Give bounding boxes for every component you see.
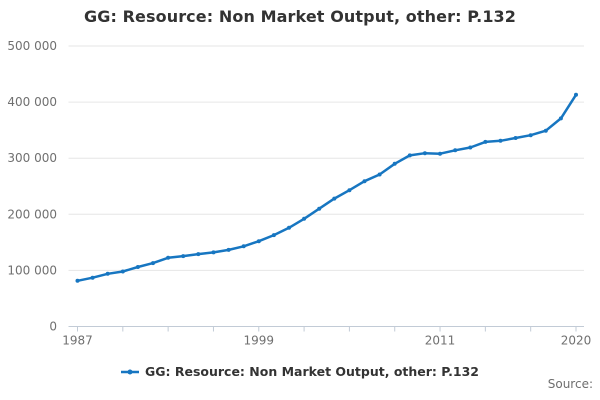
x-tick-label: 2020 [561, 334, 592, 348]
data-point [151, 261, 155, 266]
data-point [468, 145, 473, 150]
data-point [422, 151, 427, 156]
x-tick-label: 2011 [425, 334, 456, 348]
data-point [181, 254, 186, 259]
legend: GG: Resource: Non Market Output, other: … [0, 364, 600, 379]
data-point [256, 239, 261, 244]
y-axis-tick-labels: 0 100 000 200 000 300 000 400 000 500 000 [7, 39, 57, 334]
data-point [317, 206, 322, 211]
data-point [574, 92, 578, 97]
data-point [362, 179, 367, 184]
legend-label: GG: Resource: Non Market Output, other: … [144, 364, 479, 379]
y-tick-label: 100 000 [7, 263, 57, 277]
data-series-line [75, 92, 578, 283]
legend-line-marker-icon [120, 369, 139, 374]
y-tick-label: 500 000 [7, 39, 57, 53]
y-tick-label: 300 000 [7, 151, 57, 165]
data-point [483, 139, 488, 144]
x-tick-label: 1999 [243, 334, 274, 348]
chart-title: GG: Resource: Non Market Output, other: … [83, 7, 517, 26]
data-point [543, 128, 548, 133]
data-point [392, 161, 397, 166]
data-point [120, 269, 125, 274]
data-point [75, 278, 80, 283]
source-label: Source: [547, 377, 593, 391]
data-point [438, 151, 442, 156]
data-point [513, 136, 518, 140]
data-point [105, 271, 110, 276]
data-point [271, 233, 276, 238]
data-point [332, 196, 337, 201]
data-point [287, 225, 291, 230]
data-point [407, 153, 412, 158]
data-point [528, 133, 533, 138]
x-axis [68, 326, 584, 332]
x-axis-tick-labels: 1987 1999 2011 2020 [62, 334, 591, 348]
data-point [135, 265, 140, 269]
data-point [302, 216, 307, 221]
data-point [90, 275, 95, 280]
y-tick-label: 400 000 [7, 95, 57, 109]
data-point [347, 188, 352, 193]
y-gridlines [68, 45, 584, 271]
data-point [241, 244, 246, 249]
x-tick-label: 1987 [62, 334, 93, 348]
data-point [377, 172, 382, 177]
data-point [226, 247, 231, 252]
data-point [166, 255, 171, 260]
data-point [558, 116, 563, 121]
data-point [498, 138, 503, 143]
y-tick-label: 200 000 [7, 207, 57, 221]
data-point [196, 252, 201, 257]
data-point [453, 148, 458, 153]
y-tick-label: 0 [49, 320, 57, 334]
data-point [211, 250, 216, 255]
